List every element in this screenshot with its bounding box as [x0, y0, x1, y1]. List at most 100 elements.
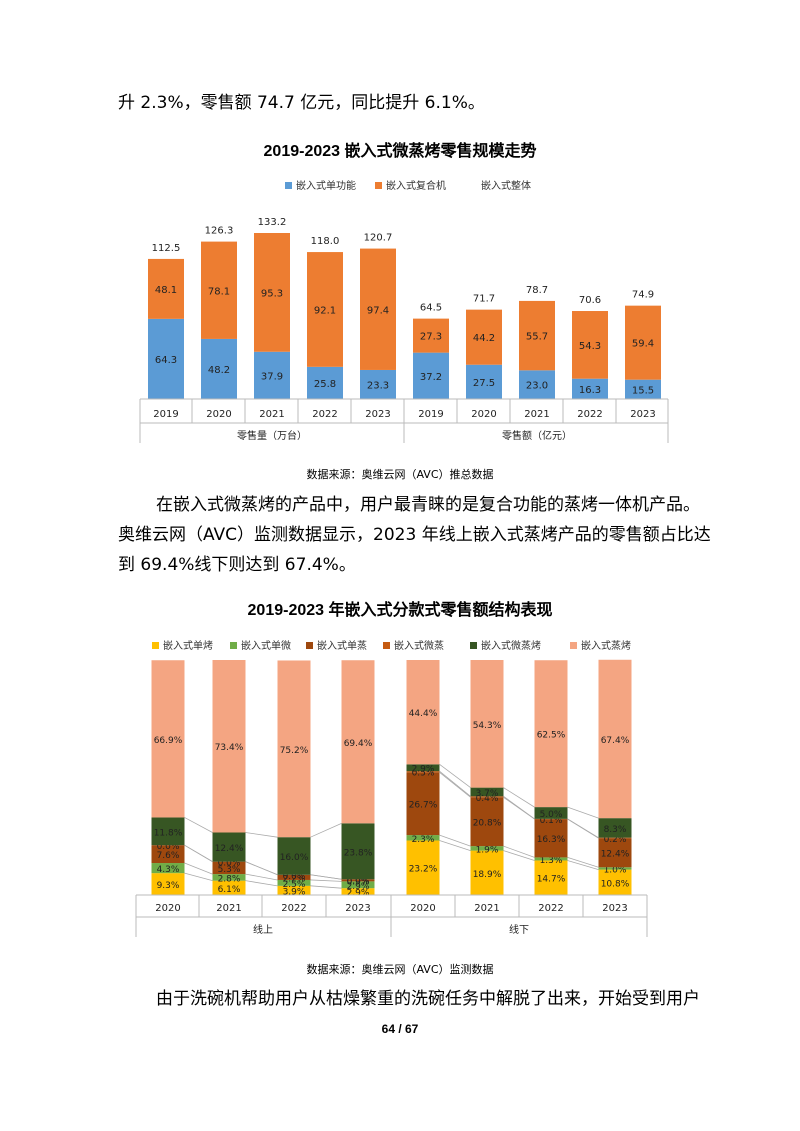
- total-label: 112.5: [152, 243, 181, 254]
- bar-segment: [470, 850, 504, 895]
- group-label: 线下: [509, 923, 529, 936]
- bar-segment: [406, 771, 440, 773]
- total-label: 64.5: [420, 303, 442, 314]
- data-label: 25.8: [314, 379, 336, 390]
- series-line: [503, 850, 535, 861]
- series-line: [310, 885, 342, 889]
- bar-segment: [598, 869, 632, 895]
- data-label: 2.9%: [347, 889, 370, 899]
- data-label: 44.2: [473, 333, 495, 344]
- paragraph-2-line-3: 到 69.4%线下则达到 67.4%。: [118, 555, 356, 575]
- data-label: 1.3%: [540, 856, 563, 866]
- legend-swatch-4: [470, 642, 477, 649]
- bar-segment: [341, 879, 375, 882]
- total-label: 78.7: [526, 285, 548, 296]
- legend-label-1: 嵌入式复合机: [386, 179, 446, 192]
- data-label: 1.9%: [476, 845, 499, 855]
- tick-label: 2023: [345, 903, 370, 914]
- legend-label-5: 嵌入式蒸烤: [581, 639, 631, 652]
- legend-swatch-0: [152, 642, 159, 649]
- bar-segment: [625, 305, 661, 380]
- bar-segment: [212, 660, 246, 833]
- bar-segment: [277, 879, 311, 886]
- data-label: 48.1: [155, 285, 177, 296]
- series-line: [184, 862, 213, 875]
- chart1-source: 数据来源：奥维云网（AVC）推总数据: [306, 468, 494, 481]
- bar-segment: [413, 352, 449, 399]
- bar-segment: [598, 659, 632, 819]
- legend-label-0: 嵌入式单功能: [296, 179, 356, 192]
- bar-segment: [406, 660, 440, 765]
- tick-label: 2020: [471, 409, 496, 420]
- data-label: 23.2%: [409, 865, 438, 875]
- bar-segment: [341, 823, 375, 880]
- bar-segment: [470, 787, 504, 797]
- data-label: 23.3: [367, 380, 389, 391]
- page-number: 64 / 67: [381, 1022, 419, 1036]
- bar-segment: [534, 857, 568, 861]
- data-label: 0.0%: [218, 859, 241, 869]
- data-label: 16.0%: [280, 853, 309, 863]
- bar-segment: [212, 874, 246, 881]
- series-line: [439, 764, 471, 788]
- series-line: [567, 806, 599, 819]
- tick-label: 2023: [630, 409, 655, 420]
- series-line: [184, 817, 213, 833]
- paragraph-2-line-1: 在嵌入式微蒸烤的产品中，用户最青睐的是复合功能的蒸烤一体机产品。: [156, 495, 700, 515]
- series-line: [567, 860, 599, 871]
- tick-label: 2020: [410, 903, 435, 914]
- bar-segment: [277, 885, 311, 895]
- bar-segment: [598, 818, 632, 838]
- legend-label-4: 嵌入式微蒸烤: [481, 639, 541, 652]
- bar-segment: [470, 660, 504, 788]
- bar-segment: [572, 378, 608, 399]
- data-label: 23.8%: [344, 848, 373, 858]
- series-line: [310, 879, 342, 882]
- data-label: 5.0%: [540, 810, 563, 820]
- bar-segment: [360, 248, 396, 370]
- bar-segment: [212, 832, 246, 862]
- data-label: 16.3: [579, 385, 601, 396]
- data-label: 23.0: [526, 381, 548, 392]
- series-line: [310, 874, 342, 880]
- total-label: 70.6: [579, 295, 601, 306]
- series-line: [245, 873, 278, 881]
- bar-segment: [625, 379, 661, 399]
- tick-label: 2020: [155, 903, 180, 914]
- series-line: [310, 822, 342, 838]
- bar-segment: [201, 338, 237, 399]
- data-label: 0.1%: [540, 816, 563, 826]
- bar-segment: [212, 861, 246, 875]
- data-label: 54.3: [579, 341, 601, 352]
- series-line: [245, 880, 278, 887]
- data-label: 0.0%: [347, 876, 370, 886]
- data-label: 78.1: [208, 286, 230, 297]
- bar-segment: [151, 660, 185, 818]
- data-label: 12.4%: [215, 844, 244, 854]
- data-label: 14.7%: [537, 875, 566, 885]
- data-label: 3.9%: [283, 887, 306, 897]
- tick-label: 2021: [474, 903, 499, 914]
- data-label: 16.3%: [537, 835, 566, 845]
- bar-segment: [254, 351, 290, 399]
- chart1-retail-scale: 嵌入式单功能 嵌入式复合机 嵌入式整体 64.3 48.1 112.5 2019 48.2 78…: [139, 179, 669, 443]
- tick-label: 2021: [524, 409, 549, 420]
- bar-segment: [470, 797, 504, 847]
- series-line: [245, 861, 278, 876]
- bar-segment: [212, 880, 246, 895]
- bar-segment: [534, 860, 568, 895]
- data-label: 44.4%: [409, 709, 438, 719]
- tick-label: 2022: [281, 903, 306, 914]
- data-label: 27.5: [473, 378, 495, 389]
- legend-swatch-3: [383, 642, 390, 649]
- data-label: 27.3: [420, 332, 442, 343]
- data-label: 55.7: [526, 332, 548, 343]
- bar-segment: [406, 764, 440, 772]
- bar-segment: [572, 311, 608, 379]
- series-line: [439, 772, 471, 798]
- bar-segment: [466, 364, 502, 399]
- bar-segment: [406, 835, 440, 841]
- bar-segment: [519, 370, 555, 399]
- data-label: 62.5%: [537, 731, 566, 741]
- total-label: 74.9: [632, 290, 654, 301]
